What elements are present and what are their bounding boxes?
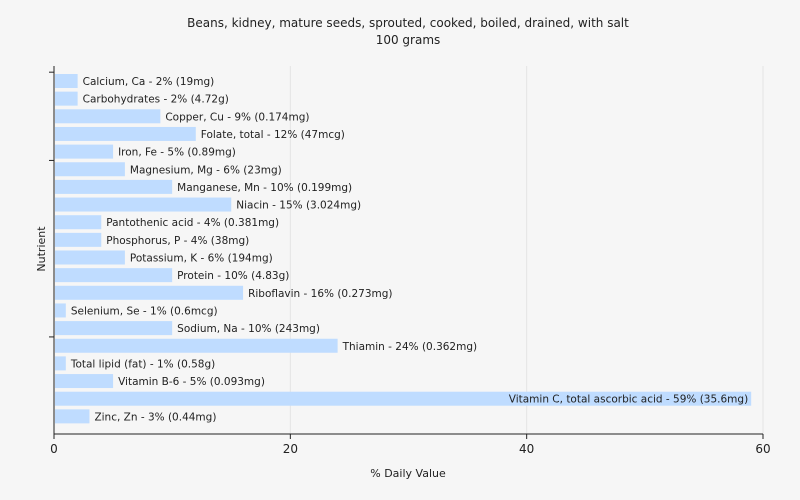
bar-label: Riboflavin - 16% (0.273mg) — [248, 288, 392, 300]
x-tick-label: 20 — [283, 442, 298, 456]
bar-label: Sodium, Na - 10% (243mg) — [177, 323, 320, 335]
bar — [55, 91, 78, 106]
bar-label: Potassium, K - 6% (194mg) — [130, 253, 273, 265]
bars: Calcium, Ca - 2% (19mg) Carbohydrates - 2… — [55, 74, 752, 424]
bar-label: Folate, total - 12% (47mcg) — [201, 129, 345, 141]
bar — [55, 285, 244, 300]
bar — [55, 126, 196, 141]
bar — [55, 232, 102, 247]
x-tick-label: 0 — [50, 442, 58, 456]
bar — [55, 197, 232, 212]
bar-label: Zinc, Zn - 3% (0.44mg) — [94, 411, 216, 423]
bar-label: Vitamin C, total ascorbic acid - 59% (35… — [509, 394, 748, 406]
bar-label: Iron, Fe - 5% (0.89mg) — [118, 147, 236, 159]
bar-label: Copper, Cu - 9% (0.174mg) — [165, 111, 309, 123]
bar-label: Protein - 10% (4.83g) — [177, 270, 289, 282]
bar-label: Total lipid (fat) - 1% (0.58g) — [70, 358, 215, 370]
bar — [55, 74, 78, 88]
bar-label: Selenium, Se - 1% (0.6mcg) — [71, 305, 218, 317]
chart-subtitle: 100 grams — [376, 33, 441, 47]
bar — [55, 356, 66, 371]
bar — [55, 109, 161, 124]
bar — [55, 303, 66, 318]
x-tick-label: 60 — [755, 442, 770, 456]
bar-label: Phosphorus, P - 4% (38mg) — [106, 235, 249, 247]
bar — [55, 409, 90, 424]
bar — [55, 162, 125, 177]
bar-label: Carbohydrates - 2% (4.72g) — [83, 94, 229, 106]
bar-label: Vitamin B-6 - 5% (0.093mg) — [118, 376, 265, 388]
bar — [55, 179, 173, 194]
bar — [55, 250, 125, 265]
bar — [55, 144, 114, 159]
bar — [55, 215, 102, 230]
bar — [55, 338, 338, 353]
bar — [55, 374, 114, 389]
gridlines — [289, 66, 764, 434]
y-axis-label: Nutrient — [35, 226, 48, 272]
bar-label: Niacin - 15% (3.024mg) — [236, 200, 361, 212]
bar-label: Thiamin - 24% (0.362mg) — [342, 341, 478, 353]
x-ticks: 0 20 40 60 — [50, 434, 771, 456]
axes — [49, 66, 763, 435]
bar-label: Magnesium, Mg - 6% (23mg) — [130, 164, 282, 176]
bar — [55, 268, 173, 283]
chart-title: Beans, kidney, mature seeds, sprouted, c… — [187, 16, 629, 30]
bar-label: Calcium, Ca - 2% (19mg) — [83, 76, 215, 88]
x-axis-label: % Daily Value — [370, 467, 446, 480]
bar-label: Manganese, Mn - 10% (0.199mg) — [177, 182, 352, 194]
bar — [55, 321, 173, 336]
bar — [55, 391, 752, 406]
x-tick-label: 40 — [519, 442, 534, 456]
bar-label: Pantothenic acid - 4% (0.381mg) — [106, 217, 279, 229]
